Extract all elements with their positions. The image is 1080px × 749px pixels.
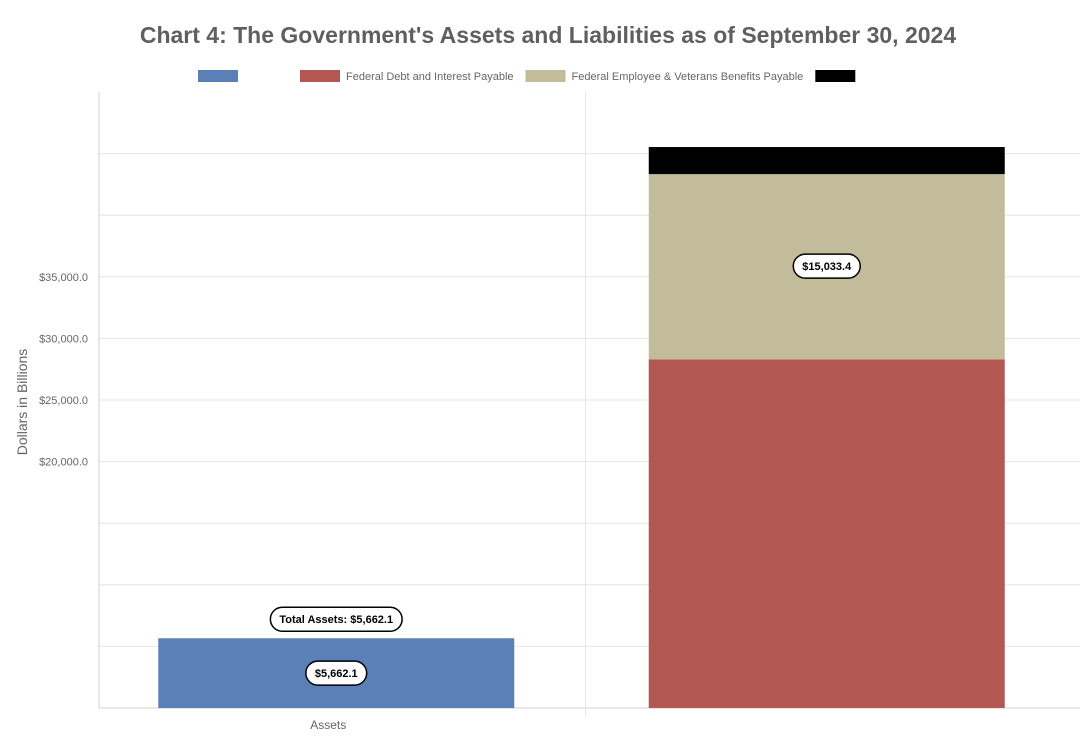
y-axis-label: Dollars in Billions	[14, 349, 30, 456]
legend-swatch	[198, 70, 238, 82]
chart-title: Chart 4: The Government's Assets and Lia…	[139, 22, 957, 48]
total-label: Total Assets: $5,662.1	[279, 614, 393, 626]
legend-swatch	[815, 70, 856, 82]
legend-label: Federal Debt and Interest Payable	[346, 71, 514, 83]
data-label: $5,662.1	[315, 668, 358, 680]
bar-segment	[648, 147, 1005, 175]
data-label-bg	[305, 660, 368, 686]
legend-label: Federal Employee & Veterans Benefits Pay…	[572, 71, 804, 83]
data-label: $15,033.4	[802, 261, 852, 273]
total-label-bg	[269, 606, 403, 632]
y-tick-label: $25,000.0	[39, 395, 88, 407]
legend-swatch	[300, 70, 340, 82]
y-tick-label: $20,000.0	[39, 457, 88, 469]
bar-segment	[648, 359, 1005, 708]
data-label-bg	[792, 253, 861, 279]
legend-swatch	[525, 70, 566, 82]
y-tick-label: $35,000.0	[39, 272, 88, 284]
x-tick-label: Assets	[310, 718, 346, 732]
y-tick-label: $30,000.0	[39, 333, 88, 345]
